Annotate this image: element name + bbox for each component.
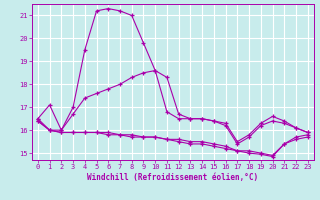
X-axis label: Windchill (Refroidissement éolien,°C): Windchill (Refroidissement éolien,°C) — [87, 173, 258, 182]
